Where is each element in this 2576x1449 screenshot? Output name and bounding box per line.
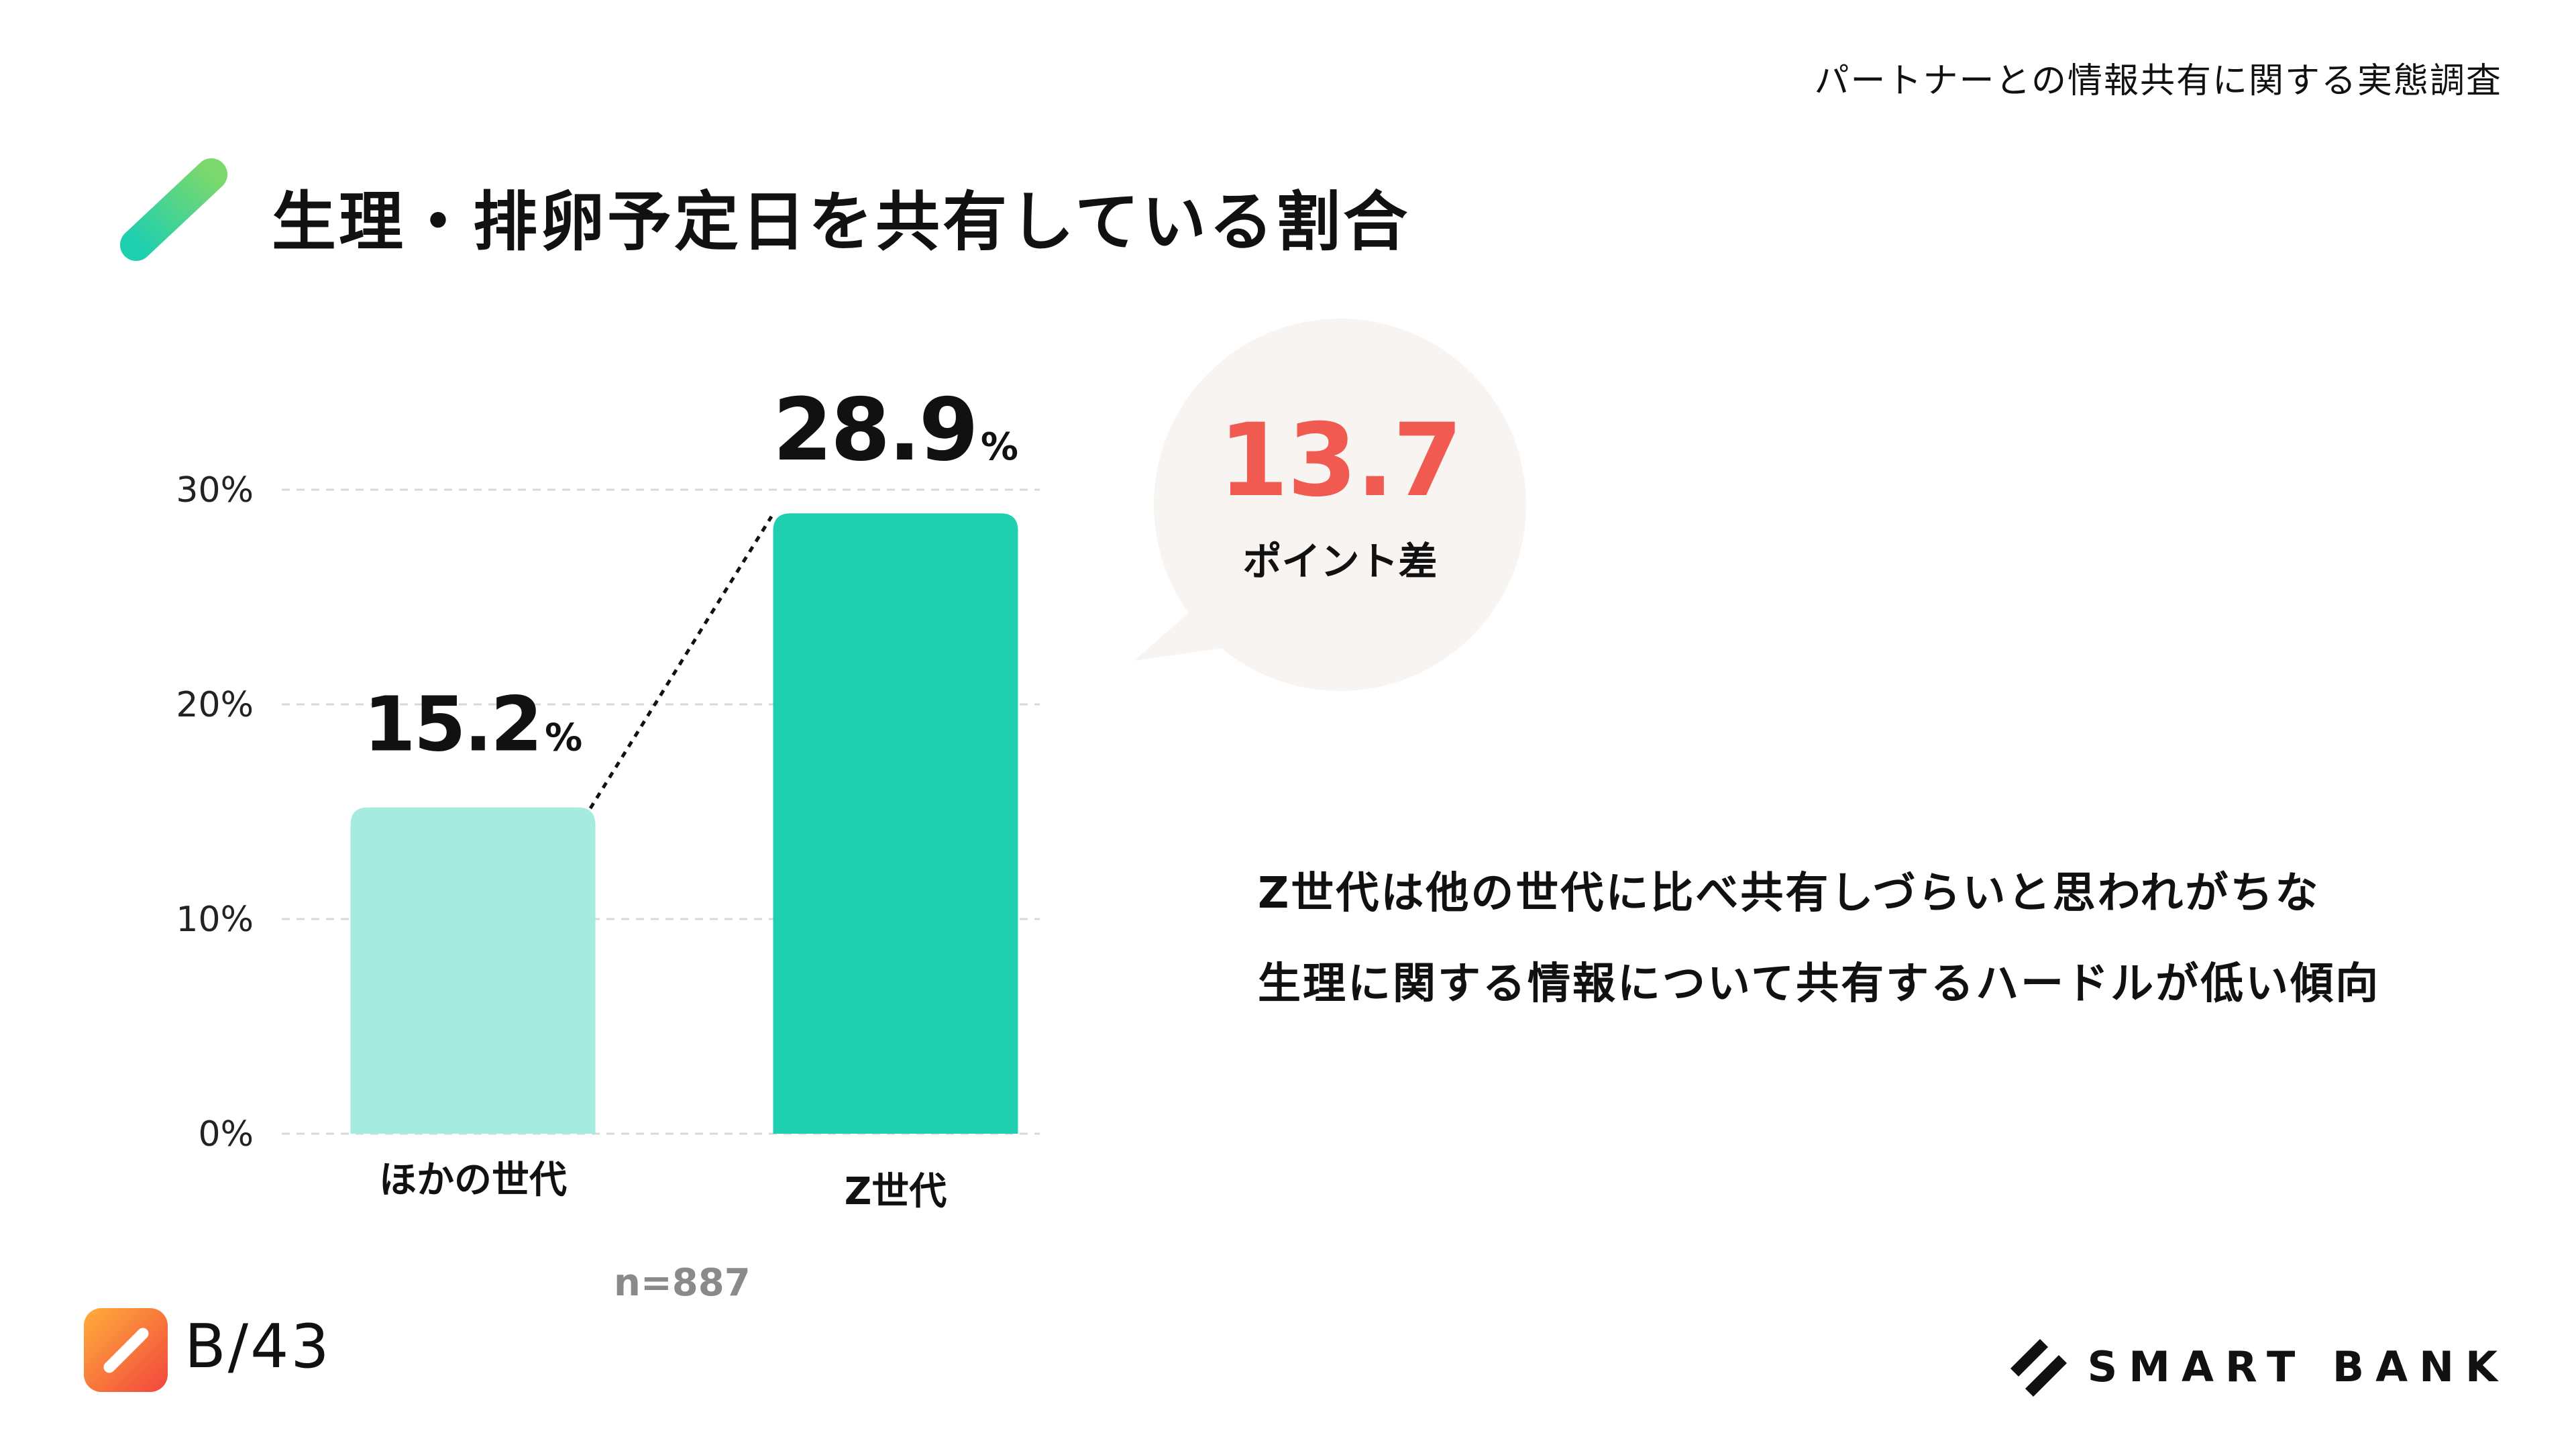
bars [350, 513, 1018, 1134]
survey-label: パートナーとの情報共有に関する実態調査 [1814, 61, 2502, 101]
bar-1 [350, 807, 596, 1134]
summary-line-1: Z世代は他の世代に比べ共有しづらいと思われがちな [1258, 869, 2320, 918]
difference-connector [588, 515, 773, 810]
page-title: 生理・排卵予定日を共有している割合 [272, 184, 1411, 260]
y-tick-label: 10% [176, 900, 254, 940]
summary-text: Z世代は他の世代に比べ共有しづらいと思われがちな 生理に関する情報について共有す… [1258, 849, 2380, 1030]
category-label-1: ほかの世代 [379, 1159, 567, 1202]
data-label-2: 28.9% [773, 380, 1018, 480]
brand-name: SMART BANK [2087, 1342, 2509, 1391]
title-accent-icon [120, 158, 227, 261]
bar-2 [773, 513, 1018, 1134]
page-badge-icon [84, 1308, 168, 1392]
y-tick-label: 20% [176, 685, 254, 725]
category-label-2: Z世代 [845, 1170, 947, 1214]
difference-callout: 13.7 ポイント差 [1134, 319, 1526, 691]
callout-tail-icon [1134, 574, 1234, 661]
smartbank-logo-icon [2010, 1338, 2067, 1397]
callout-value: 13.7 [1218, 402, 1462, 519]
y-axis: 0% 10% 20% 30% [176, 470, 254, 1155]
y-tick-label: 0% [199, 1114, 254, 1155]
summary-line-2: 生理に関する情報について共有するハードルが低い傾向 [1258, 959, 2381, 1009]
callout-label: ポイント差 [1242, 538, 1438, 584]
y-tick-label: 30% [176, 470, 254, 511]
brand-logo: SMART BANK [2006, 1335, 2509, 1399]
data-label-1: 15.2% [364, 682, 582, 769]
value-labels: 15.2 % 28.9% [364, 380, 1018, 768]
sample-size: n=887 [614, 1261, 751, 1305]
x-axis: ほかの世代 Z世代 [379, 1159, 947, 1214]
page-number: B/43 [184, 1311, 331, 1382]
